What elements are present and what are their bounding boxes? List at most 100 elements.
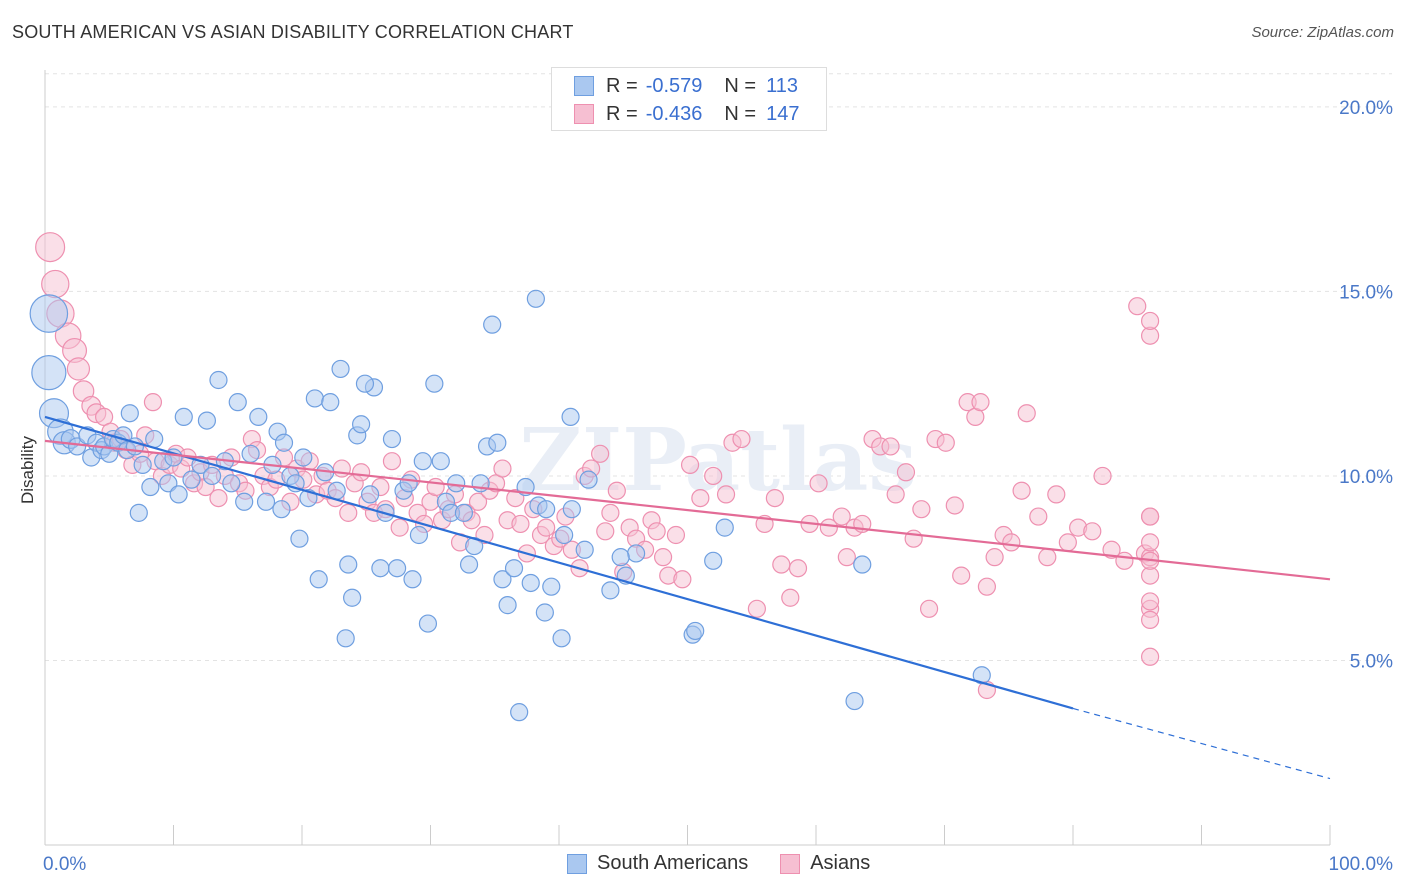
south-americans-point xyxy=(399,474,418,493)
asians-point xyxy=(1128,297,1147,316)
asians-point xyxy=(691,488,710,508)
south-americans-point xyxy=(535,603,554,622)
asians-point xyxy=(716,485,736,504)
asians-point xyxy=(936,433,955,452)
asians-point xyxy=(1002,533,1021,552)
south-americans-point xyxy=(611,548,630,567)
south-americans-point xyxy=(418,614,438,633)
asians-point xyxy=(41,269,70,299)
south-americans-point xyxy=(129,503,148,522)
series-legend-item-asians[interactable]: Asians xyxy=(780,852,870,875)
south-americans-point xyxy=(133,455,152,474)
asians-point xyxy=(1093,466,1112,486)
asians-point xyxy=(209,488,228,508)
pink-swatch-icon xyxy=(780,853,801,874)
south-americans-point xyxy=(483,315,502,334)
asians-point xyxy=(819,518,838,537)
south-americans-point xyxy=(235,492,254,511)
correlation-legend: R = -0.579 N = 113 R = -0.436 N = 147 xyxy=(551,67,827,131)
south-americans-point xyxy=(510,703,529,722)
asians-point xyxy=(1038,548,1057,567)
south-americans-point xyxy=(972,666,991,685)
series-legend: South Americans Asians xyxy=(567,852,902,875)
pink-swatch-icon xyxy=(574,104,594,124)
asians-point xyxy=(772,555,791,574)
south-americans-point xyxy=(552,629,571,648)
south-americans-point xyxy=(169,485,188,504)
asians-point xyxy=(1140,647,1160,666)
asians-point xyxy=(1102,540,1121,559)
south-americans-point xyxy=(29,294,69,333)
south-americans-point xyxy=(274,433,294,452)
south-americans-point xyxy=(309,570,328,589)
south-americans-point xyxy=(447,474,466,493)
asians-point xyxy=(506,488,525,508)
south-americans-point xyxy=(241,444,260,463)
asians-point xyxy=(339,503,358,522)
south-americans-trendline xyxy=(44,415,1074,710)
asians-point xyxy=(809,474,828,493)
x-tick-label: 100.0% xyxy=(1329,854,1394,875)
legend-n-value: 147 xyxy=(766,102,800,125)
south-americans-point xyxy=(327,481,346,500)
asians-point xyxy=(886,485,905,504)
south-americans-point xyxy=(387,559,407,578)
asians-point xyxy=(390,518,409,537)
south-americans-point xyxy=(579,470,598,489)
south-americans-point xyxy=(403,570,422,589)
asians-point xyxy=(1140,507,1160,526)
series-legend-label: Asians xyxy=(810,852,871,874)
asians-point xyxy=(952,566,971,585)
legend-n-value: 113 xyxy=(766,74,798,97)
asians-point xyxy=(781,588,800,607)
south-americans-point xyxy=(159,474,178,493)
south-americans-point xyxy=(459,555,479,574)
asians-point xyxy=(732,429,751,449)
legend-row-asians: R = -0.436 N = 147 xyxy=(574,102,799,126)
south-americans-point xyxy=(31,355,67,391)
asians-point xyxy=(601,503,620,522)
asians-point xyxy=(1047,485,1066,504)
asians-point xyxy=(788,559,808,578)
y-tick-label: 5.0% xyxy=(1350,651,1393,672)
asians-point xyxy=(680,455,700,474)
asians-point xyxy=(1029,507,1048,526)
asians-point xyxy=(537,518,556,537)
asians-point xyxy=(919,599,939,618)
legend-r-label: R = xyxy=(606,102,638,125)
south-americans-point xyxy=(256,492,276,511)
series-legend-item-south-americans[interactable]: South Americans xyxy=(567,852,748,875)
south-americans-point xyxy=(249,407,268,427)
x-tick-label: 0.0% xyxy=(43,854,86,875)
legend-r-label: R = xyxy=(606,74,638,97)
blue-swatch-icon xyxy=(567,853,587,874)
asians-point xyxy=(1140,311,1160,331)
south-americans-point xyxy=(686,621,705,641)
south-americans-point xyxy=(352,415,371,434)
asians-point xyxy=(666,525,686,545)
asians-point xyxy=(607,481,626,500)
asians-point xyxy=(945,496,964,515)
asians-point xyxy=(881,437,900,456)
asians-point xyxy=(493,459,512,478)
south-americans-point xyxy=(715,518,734,537)
south-americans-point xyxy=(562,500,581,519)
y-tick-label: 10.0% xyxy=(1339,467,1393,488)
south-americans-point xyxy=(704,551,723,570)
asians-point xyxy=(382,452,402,471)
asians-point xyxy=(747,599,766,618)
south-americans-point xyxy=(431,452,450,471)
asians-point xyxy=(35,232,66,263)
south-americans-point xyxy=(141,477,160,497)
south-americans-point xyxy=(305,389,324,408)
blue-swatch-icon xyxy=(574,76,594,96)
south-americans-point xyxy=(182,470,201,489)
south-americans-point xyxy=(425,374,444,393)
south-americans-point xyxy=(272,500,291,519)
asians-point xyxy=(1083,522,1102,541)
asians-point xyxy=(1140,592,1160,611)
asians-point xyxy=(596,522,615,541)
y-tick-label: 15.0% xyxy=(1339,282,1393,303)
legend-r-value: -0.436 xyxy=(645,102,703,125)
south-americans-trendline-extension xyxy=(1072,707,1331,780)
